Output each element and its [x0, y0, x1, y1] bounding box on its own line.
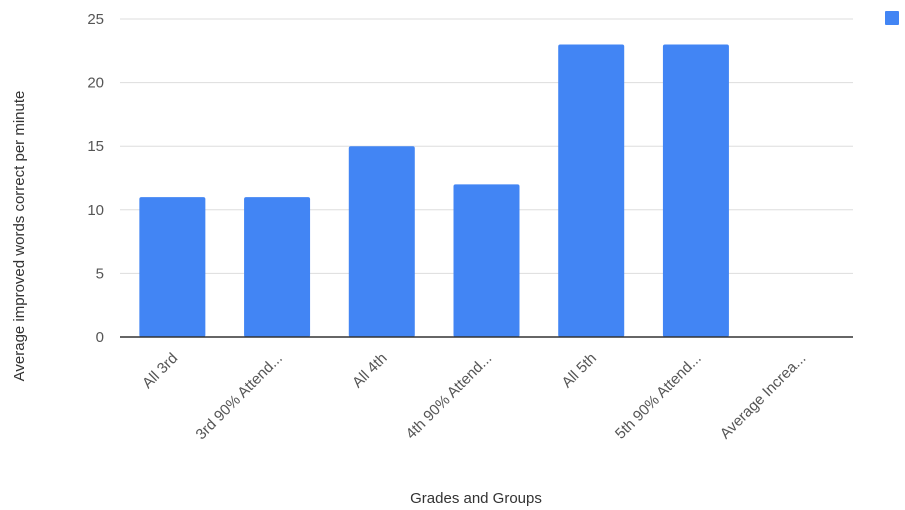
x-tick-label: Average Increa...	[717, 350, 810, 443]
x-axis-ticks: All 3rd 3rd 90% Attend... All 4th 4th 90% A…	[139, 350, 809, 443]
x-tick-label: All 5th	[559, 350, 601, 392]
legend-swatch	[885, 11, 899, 25]
x-tick-label: All 3rd	[139, 350, 181, 392]
bars	[139, 44, 729, 337]
bar-2	[348, 146, 415, 337]
y-axis-ticks: 0 5 10 15 20 25	[87, 11, 104, 346]
bar-4	[558, 44, 625, 337]
bar-1	[244, 197, 311, 337]
bar-0	[139, 197, 206, 337]
y-tick-label: 0	[96, 329, 104, 346]
y-tick-label: 25	[87, 11, 104, 28]
x-axis-title: Grades and Groups	[410, 490, 542, 507]
bar-5	[662, 44, 729, 337]
y-tick-label: 5	[96, 265, 104, 282]
gridlines	[120, 18, 853, 274]
x-tick-label: All 4th	[349, 350, 391, 392]
y-tick-label: 15	[87, 138, 104, 155]
x-tick-label: 3rd 90% Attend...	[193, 350, 286, 443]
y-tick-label: 10	[87, 202, 104, 219]
y-tick-label: 20	[87, 75, 104, 92]
bar-3	[453, 184, 520, 337]
y-axis-title: Average improved words correct per minut…	[11, 91, 28, 382]
legend	[885, 11, 899, 25]
x-tick-label: 4th 90% Attend...	[403, 350, 496, 443]
x-tick-label: 5th 90% Attend...	[612, 350, 705, 443]
